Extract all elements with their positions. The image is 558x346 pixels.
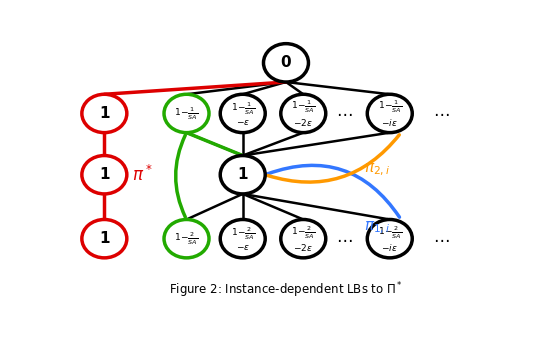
Text: $1\!-\!\frac{1}{SA}$: $1\!-\!\frac{1}{SA}$	[175, 105, 199, 122]
Ellipse shape	[220, 219, 265, 258]
Text: 1: 1	[99, 167, 109, 182]
Ellipse shape	[281, 94, 326, 133]
Text: $1\!-\!\frac{2}{SA}$: $1\!-\!\frac{2}{SA}$	[175, 230, 199, 247]
Ellipse shape	[164, 94, 209, 133]
Text: $\pi_{2,i}$: $\pi_{2,i}$	[364, 161, 390, 177]
Text: 0: 0	[281, 55, 291, 70]
Ellipse shape	[220, 156, 265, 194]
Ellipse shape	[82, 156, 127, 194]
FancyArrowPatch shape	[176, 135, 185, 217]
Ellipse shape	[281, 219, 326, 258]
Text: $\cdots$: $\cdots$	[336, 230, 353, 248]
FancyArrowPatch shape	[268, 135, 400, 182]
Ellipse shape	[263, 44, 309, 82]
Text: 1: 1	[99, 106, 109, 121]
FancyArrowPatch shape	[268, 165, 400, 217]
Text: $\pi_{1,i}$: $\pi_{1,i}$	[364, 220, 390, 236]
Ellipse shape	[82, 219, 127, 258]
Ellipse shape	[220, 94, 265, 133]
Text: $1\!-\!\frac{2}{SA}$
$-2\epsilon$: $1\!-\!\frac{2}{SA}$ $-2\epsilon$	[291, 224, 315, 253]
Text: $1\!-\!\frac{1}{SA}$
$-i\epsilon$: $1\!-\!\frac{1}{SA}$ $-i\epsilon$	[378, 99, 402, 128]
Ellipse shape	[164, 219, 209, 258]
Text: Figure 2: Instance-dependent LBs to $\Pi^*$: Figure 2: Instance-dependent LBs to $\Pi…	[169, 280, 403, 300]
Text: $\cdots$: $\cdots$	[434, 104, 450, 122]
Text: 1: 1	[238, 167, 248, 182]
Ellipse shape	[82, 94, 127, 133]
Text: $1\!-\!\frac{2}{SA}$
$-\epsilon$: $1\!-\!\frac{2}{SA}$ $-\epsilon$	[230, 225, 255, 252]
Ellipse shape	[367, 219, 412, 258]
Ellipse shape	[367, 94, 412, 133]
Text: $1\!-\!\frac{1}{SA}$
$-\epsilon$: $1\!-\!\frac{1}{SA}$ $-\epsilon$	[230, 100, 255, 127]
Text: $\cdots$: $\cdots$	[434, 230, 450, 248]
Text: $1\!-\!\frac{1}{SA}$
$-2\epsilon$: $1\!-\!\frac{1}{SA}$ $-2\epsilon$	[291, 99, 315, 128]
Text: 1: 1	[99, 231, 109, 246]
Text: $1\!-\!\frac{2}{SA}$
$-i\epsilon$: $1\!-\!\frac{2}{SA}$ $-i\epsilon$	[378, 224, 402, 253]
Text: $\cdots$: $\cdots$	[336, 104, 353, 122]
Text: $\pi^*$: $\pi^*$	[132, 165, 153, 185]
